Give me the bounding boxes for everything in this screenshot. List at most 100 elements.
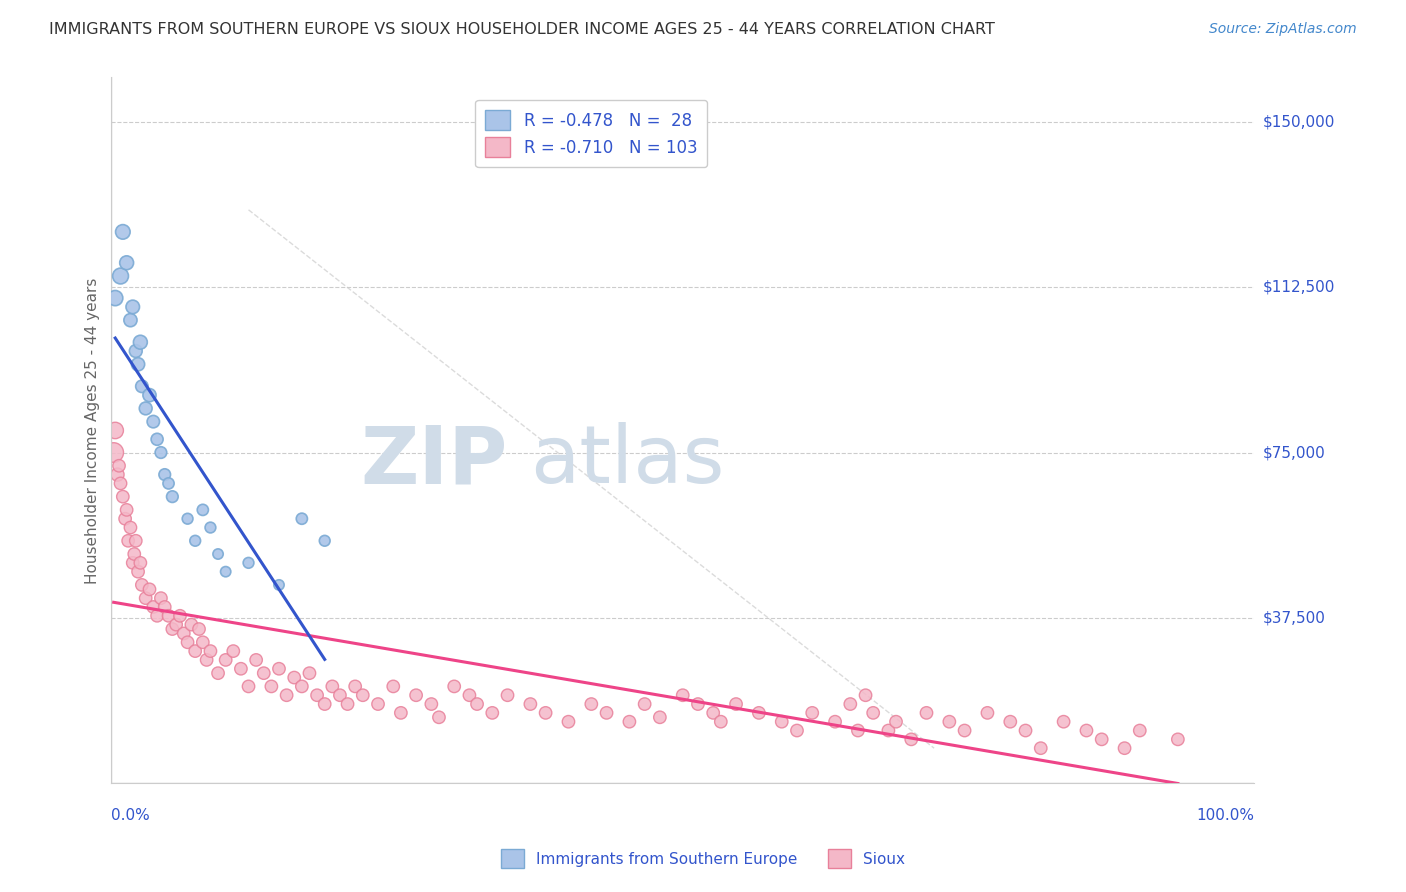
Point	[648, 710, 671, 724]
Point	[149, 445, 172, 459]
Point	[125, 533, 148, 548]
Point	[184, 533, 207, 548]
Point	[184, 644, 207, 658]
Point	[111, 490, 134, 504]
Point	[839, 697, 862, 711]
Text: $150,000: $150,000	[1263, 114, 1334, 129]
Point	[1029, 741, 1052, 756]
Text: $37,500: $37,500	[1263, 610, 1326, 625]
Point	[725, 697, 748, 711]
Point	[496, 688, 519, 702]
Point	[801, 706, 824, 720]
Point	[862, 706, 884, 720]
Point	[329, 688, 352, 702]
Point	[122, 547, 145, 561]
Point	[153, 599, 176, 614]
Point	[260, 680, 283, 694]
Point	[855, 688, 877, 702]
Point	[245, 653, 267, 667]
Point	[519, 697, 541, 711]
Point	[207, 666, 229, 681]
Point	[146, 432, 169, 446]
Point	[900, 732, 922, 747]
Point	[702, 706, 724, 720]
Point	[824, 714, 846, 729]
Point	[104, 424, 127, 438]
Point	[115, 503, 138, 517]
Point	[1014, 723, 1036, 738]
Point	[180, 617, 202, 632]
Point	[162, 622, 184, 636]
Point	[110, 268, 132, 283]
Point	[107, 467, 129, 482]
Point	[877, 723, 900, 738]
Point	[238, 556, 260, 570]
Point	[1129, 723, 1152, 738]
Point	[672, 688, 695, 702]
Point	[149, 591, 172, 606]
Point	[748, 706, 770, 720]
Point	[307, 688, 329, 702]
Point	[846, 723, 869, 738]
Point	[291, 680, 314, 694]
Text: 0.0%: 0.0%	[111, 808, 150, 823]
Point	[138, 582, 160, 597]
Point	[121, 300, 143, 314]
Point	[120, 520, 142, 534]
Point	[129, 556, 152, 570]
Point	[142, 599, 165, 614]
Point	[367, 697, 389, 711]
Point	[222, 644, 245, 658]
Text: 100.0%: 100.0%	[1197, 808, 1254, 823]
Point	[314, 697, 336, 711]
Point	[165, 617, 187, 632]
Point	[111, 225, 134, 239]
Point	[138, 388, 160, 402]
Point	[915, 706, 938, 720]
Point	[953, 723, 976, 738]
Point	[238, 680, 260, 694]
Point	[1167, 732, 1189, 747]
Point	[619, 714, 641, 729]
Point	[884, 714, 907, 729]
Point	[115, 256, 138, 270]
Text: IMMIGRANTS FROM SOUTHERN EUROPE VS SIOUX HOUSEHOLDER INCOME AGES 25 - 44 YEARS C: IMMIGRANTS FROM SOUTHERN EUROPE VS SIOUX…	[49, 22, 995, 37]
Point	[162, 490, 184, 504]
Point	[176, 512, 198, 526]
Legend: Immigrants from Southern Europe, Sioux: Immigrants from Southern Europe, Sioux	[494, 841, 912, 875]
Point	[443, 680, 465, 694]
Point	[427, 710, 450, 724]
Point	[686, 697, 709, 711]
Text: atlas: atlas	[530, 422, 724, 500]
Point	[267, 662, 290, 676]
Text: Source: ZipAtlas.com: Source: ZipAtlas.com	[1209, 22, 1357, 37]
Point	[117, 533, 139, 548]
Point	[344, 680, 367, 694]
Point	[481, 706, 503, 720]
Point	[283, 671, 305, 685]
Point	[336, 697, 359, 711]
Point	[1052, 714, 1074, 729]
Point	[114, 512, 136, 526]
Point	[169, 608, 191, 623]
Point	[321, 680, 343, 694]
Text: $75,000: $75,000	[1263, 445, 1324, 460]
Text: $112,500: $112,500	[1263, 279, 1334, 294]
Point	[200, 644, 222, 658]
Point	[314, 533, 336, 548]
Point	[129, 335, 152, 350]
Point	[121, 556, 143, 570]
Point	[131, 578, 153, 592]
Point	[595, 706, 617, 720]
Point	[389, 706, 412, 720]
Point	[1076, 723, 1098, 738]
Y-axis label: Householder Income Ages 25 - 44 years: Householder Income Ages 25 - 44 years	[86, 277, 100, 583]
Point	[458, 688, 481, 702]
Point	[173, 626, 195, 640]
Point	[1000, 714, 1022, 729]
Point	[108, 458, 131, 473]
Point	[127, 565, 149, 579]
Point	[195, 653, 218, 667]
Point	[135, 591, 157, 606]
Point	[103, 445, 125, 459]
